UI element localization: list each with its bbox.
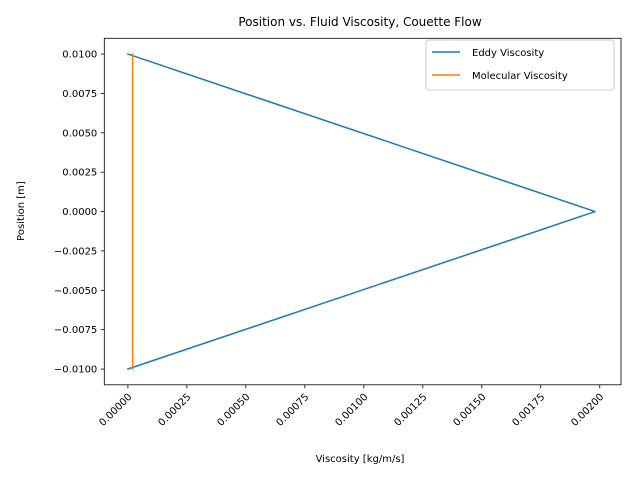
- y-axis-ticks: −0.0100 −0.0075 −0.0050 −0.0025 0.0000 0.0025…: [54, 50, 105, 376]
- legend-label-eddy-viscosity: Eddy Viscosity: [472, 48, 544, 59]
- legend-label-molecular-viscosity: Molecular Viscosity: [472, 71, 568, 82]
- y-tick-label: 0.0075: [62, 89, 97, 100]
- y-tick-label: 0.0025: [62, 168, 97, 179]
- y-tick-label: −0.0100: [54, 365, 97, 376]
- y-tick-label: −0.0050: [54, 286, 97, 297]
- series-line-0: [126, 53, 596, 371]
- y-tick-label: −0.0075: [54, 325, 97, 336]
- y-tick-label: 0.0000: [62, 207, 97, 218]
- legend: Eddy Viscosity Molecular Viscosity: [425, 39, 615, 91]
- legend-box: [425, 39, 615, 91]
- y-tick-label: −0.0025: [54, 246, 97, 257]
- plot-lines: [126, 53, 596, 371]
- y-tick-label: 0.0100: [62, 50, 97, 61]
- chart-title: Position vs. Fluid Viscosity, Couette Fl…: [238, 15, 482, 29]
- y-axis-label: Position [m]: [16, 181, 27, 241]
- x-axis-label: Viscosity [kg/m/s]: [316, 454, 405, 465]
- y-tick-label: 0.0050: [62, 128, 97, 139]
